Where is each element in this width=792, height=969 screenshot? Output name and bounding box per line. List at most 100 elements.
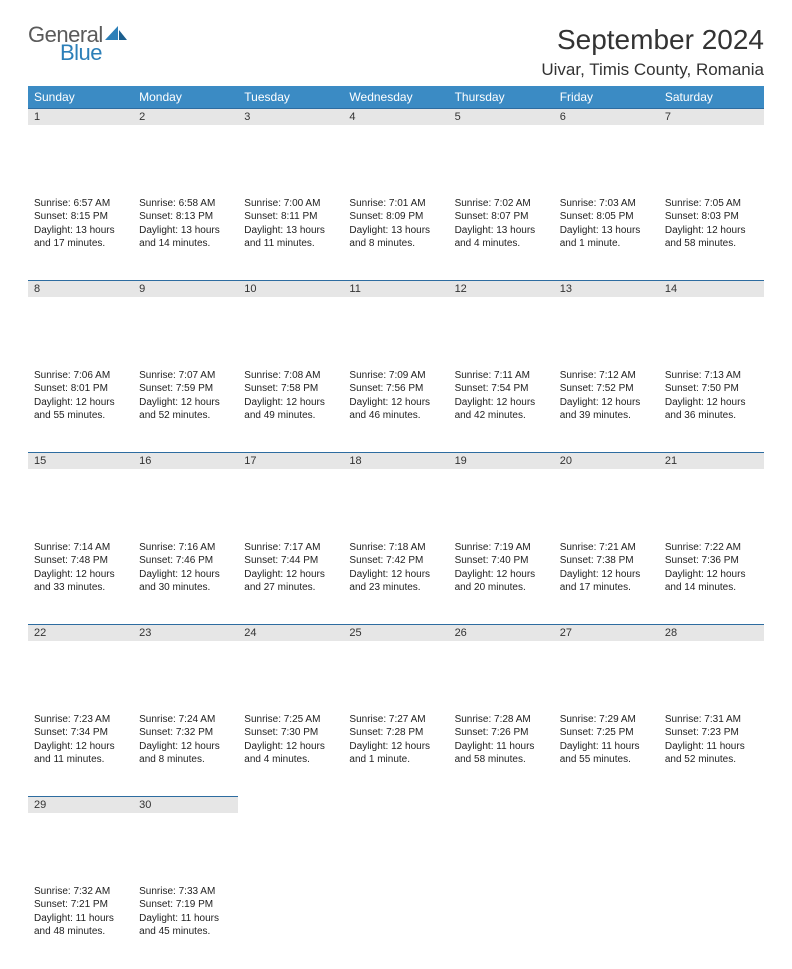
daynum-cell: 8 (28, 281, 133, 367)
sunset-text: Sunset: 7:28 PM (349, 726, 442, 740)
day-number: 4 (343, 109, 448, 125)
day2-text: and 4 minutes. (244, 753, 337, 767)
daynum-cell: 7 (659, 109, 764, 195)
daynum-row: 891011121314 (28, 281, 764, 367)
sunset-text: Sunset: 7:34 PM (34, 726, 127, 740)
sunrise-text: Sunrise: 7:05 AM (665, 197, 758, 211)
daynum-cell: 4 (343, 109, 448, 195)
day2-text: and 8 minutes. (349, 237, 442, 251)
day-number: 19 (449, 453, 554, 469)
day1-text: Daylight: 13 hours (455, 224, 548, 238)
day2-text: and 8 minutes. (139, 753, 232, 767)
day1-text: Daylight: 12 hours (665, 396, 758, 410)
day1-text: Daylight: 12 hours (455, 396, 548, 410)
sunrise-text: Sunrise: 7:33 AM (139, 885, 232, 899)
day1-text: Daylight: 12 hours (139, 568, 232, 582)
daynum-cell: 6 (554, 109, 659, 195)
sunrise-text: Sunrise: 7:03 AM (560, 197, 653, 211)
cell-body: Sunrise: 7:33 AMSunset: 7:19 PMDaylight:… (133, 883, 238, 945)
sunset-text: Sunset: 7:38 PM (560, 554, 653, 568)
daynum-row: 22232425262728 (28, 625, 764, 711)
sunrise-text: Sunrise: 7:22 AM (665, 541, 758, 555)
sunset-text: Sunset: 7:21 PM (34, 898, 127, 912)
day1-text: Daylight: 13 hours (139, 224, 232, 238)
daynum-cell (449, 797, 554, 883)
day1-text: Daylight: 11 hours (560, 740, 653, 754)
day2-text: and 11 minutes. (244, 237, 337, 251)
daynum-cell: 13 (554, 281, 659, 367)
day1-text: Daylight: 13 hours (244, 224, 337, 238)
day-number: 23 (133, 625, 238, 641)
day2-text: and 52 minutes. (665, 753, 758, 767)
cell-body: Sunrise: 7:23 AMSunset: 7:34 PMDaylight:… (28, 711, 133, 773)
day1-text: Daylight: 11 hours (455, 740, 548, 754)
cell-body: Sunrise: 7:03 AMSunset: 8:05 PMDaylight:… (554, 195, 659, 257)
cell-body: Sunrise: 7:06 AMSunset: 8:01 PMDaylight:… (28, 367, 133, 429)
daynum-cell: 30 (133, 797, 238, 883)
day-number: 21 (659, 453, 764, 469)
cell-body: Sunrise: 6:57 AMSunset: 8:15 PMDaylight:… (28, 195, 133, 257)
cell-body: Sunrise: 7:16 AMSunset: 7:46 PMDaylight:… (133, 539, 238, 601)
day-number: 28 (659, 625, 764, 641)
sunrise-text: Sunrise: 7:01 AM (349, 197, 442, 211)
sunrise-text: Sunrise: 7:00 AM (244, 197, 337, 211)
calendar-cell: Sunrise: 7:09 AMSunset: 7:56 PMDaylight:… (343, 367, 448, 453)
daynum-cell: 27 (554, 625, 659, 711)
day2-text: and 11 minutes. (34, 753, 127, 767)
daynum-cell: 3 (238, 109, 343, 195)
sunset-text: Sunset: 7:58 PM (244, 382, 337, 396)
cell-body: Sunrise: 7:12 AMSunset: 7:52 PMDaylight:… (554, 367, 659, 429)
sunset-text: Sunset: 7:42 PM (349, 554, 442, 568)
daynum-cell: 10 (238, 281, 343, 367)
daynum-cell (554, 797, 659, 883)
weekday-header: Sunday (28, 86, 133, 109)
sunset-text: Sunset: 8:09 PM (349, 210, 442, 224)
calendar-cell: Sunrise: 7:03 AMSunset: 8:05 PMDaylight:… (554, 195, 659, 281)
calendar-week-row: Sunrise: 7:32 AMSunset: 7:21 PMDaylight:… (28, 883, 764, 969)
day2-text: and 14 minutes. (139, 237, 232, 251)
daynum-cell: 9 (133, 281, 238, 367)
daynum-row: 1234567 (28, 109, 764, 195)
cell-body: Sunrise: 7:17 AMSunset: 7:44 PMDaylight:… (238, 539, 343, 601)
cell-body: Sunrise: 7:31 AMSunset: 7:23 PMDaylight:… (659, 711, 764, 773)
calendar-cell: Sunrise: 6:57 AMSunset: 8:15 PMDaylight:… (28, 195, 133, 281)
sunrise-text: Sunrise: 7:16 AM (139, 541, 232, 555)
cell-body: Sunrise: 7:05 AMSunset: 8:03 PMDaylight:… (659, 195, 764, 257)
daynum-cell (659, 797, 764, 883)
calendar-cell: Sunrise: 7:27 AMSunset: 7:28 PMDaylight:… (343, 711, 448, 797)
sunset-text: Sunset: 8:03 PM (665, 210, 758, 224)
calendar-week-row: Sunrise: 7:23 AMSunset: 7:34 PMDaylight:… (28, 711, 764, 797)
daynum-cell: 29 (28, 797, 133, 883)
daynum-cell: 23 (133, 625, 238, 711)
calendar-table: SundayMondayTuesdayWednesdayThursdayFrid… (28, 86, 764, 969)
sunrise-text: Sunrise: 7:24 AM (139, 713, 232, 727)
daynum-cell: 28 (659, 625, 764, 711)
day-number: 6 (554, 109, 659, 125)
day-number: 27 (554, 625, 659, 641)
sunrise-text: Sunrise: 7:32 AM (34, 885, 127, 899)
sunset-text: Sunset: 8:15 PM (34, 210, 127, 224)
day2-text: and 23 minutes. (349, 581, 442, 595)
calendar-cell: Sunrise: 7:08 AMSunset: 7:58 PMDaylight:… (238, 367, 343, 453)
daynum-cell: 26 (449, 625, 554, 711)
daynum-cell: 20 (554, 453, 659, 539)
day-number: 16 (133, 453, 238, 469)
cell-body: Sunrise: 7:27 AMSunset: 7:28 PMDaylight:… (343, 711, 448, 773)
calendar-cell: Sunrise: 7:24 AMSunset: 7:32 PMDaylight:… (133, 711, 238, 797)
day1-text: Daylight: 12 hours (349, 568, 442, 582)
day-number: 25 (343, 625, 448, 641)
sunrise-text: Sunrise: 7:07 AM (139, 369, 232, 383)
sunrise-text: Sunrise: 7:13 AM (665, 369, 758, 383)
cell-body: Sunrise: 7:01 AMSunset: 8:09 PMDaylight:… (343, 195, 448, 257)
sunset-text: Sunset: 7:30 PM (244, 726, 337, 740)
day2-text: and 17 minutes. (34, 237, 127, 251)
sunset-text: Sunset: 7:59 PM (139, 382, 232, 396)
sunrise-text: Sunrise: 7:17 AM (244, 541, 337, 555)
day2-text: and 45 minutes. (139, 925, 232, 939)
day-number: 15 (28, 453, 133, 469)
day2-text: and 20 minutes. (455, 581, 548, 595)
cell-body: Sunrise: 7:18 AMSunset: 7:42 PMDaylight:… (343, 539, 448, 601)
daynum-cell (343, 797, 448, 883)
day2-text: and 52 minutes. (139, 409, 232, 423)
calendar-cell: Sunrise: 6:58 AMSunset: 8:13 PMDaylight:… (133, 195, 238, 281)
